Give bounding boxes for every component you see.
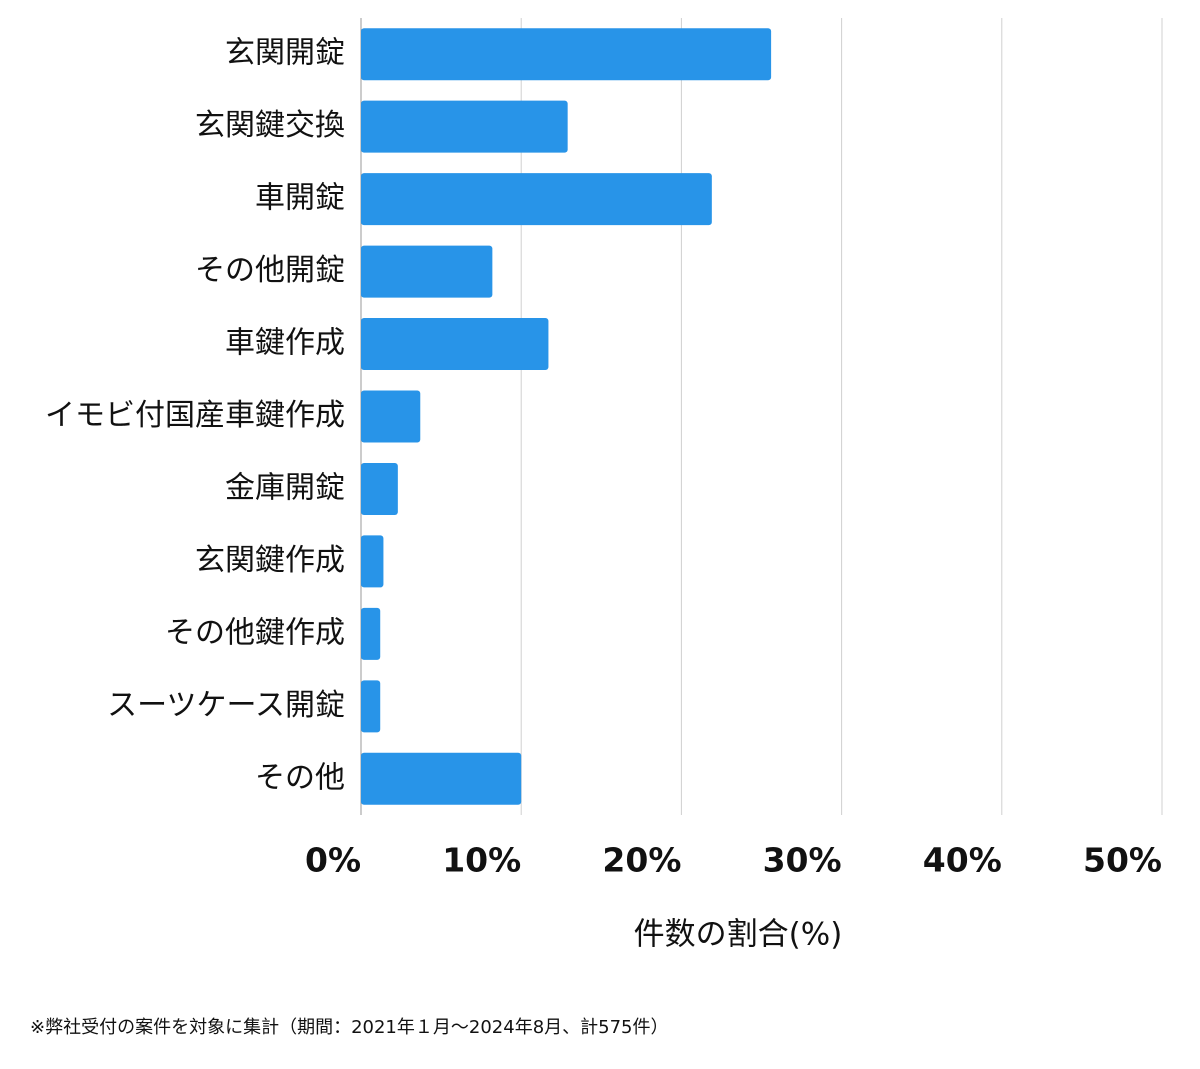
y-tick-label: 玄関鍵交換 bbox=[195, 108, 345, 143]
x-tick-label: 40% bbox=[923, 841, 1002, 880]
y-tick-label: 車鍵作成 bbox=[225, 326, 345, 361]
footnote: ※弊社受付の案件を対象に集計（期間：2021年１月〜2024年8月、計575件） bbox=[30, 1017, 669, 1038]
bar bbox=[361, 752, 522, 805]
y-tick-label: 玄関開錠 bbox=[225, 36, 345, 71]
bar bbox=[361, 28, 772, 81]
x-tick-label: 50% bbox=[1083, 841, 1162, 880]
x-tick-label: 20% bbox=[602, 841, 681, 880]
y-tick-label: 車開錠 bbox=[255, 181, 345, 216]
bar bbox=[361, 318, 549, 371]
x-tick-label: 0% bbox=[305, 841, 361, 880]
x-tick-label: 30% bbox=[763, 841, 842, 880]
x-tick-label: 10% bbox=[442, 841, 521, 880]
x-axis-label: 件数の割合(%) bbox=[634, 917, 843, 953]
y-tick-label: その他開錠 bbox=[195, 253, 345, 288]
bar bbox=[361, 100, 568, 153]
bar bbox=[361, 535, 384, 588]
bar bbox=[361, 462, 398, 515]
bar bbox=[361, 390, 421, 443]
bar bbox=[361, 607, 381, 660]
bar bbox=[361, 173, 712, 226]
y-tick-label: その他鍵作成 bbox=[165, 615, 345, 650]
y-tick-label: 金庫開錠 bbox=[225, 470, 345, 505]
y-tick-label: スーツケース開錠 bbox=[107, 688, 345, 723]
y-tick-label: イモビ付国産車鍵作成 bbox=[45, 398, 345, 433]
y-tick-label: 玄関鍵作成 bbox=[195, 543, 345, 578]
y-tick-label: その他 bbox=[255, 760, 345, 795]
bar bbox=[361, 680, 381, 733]
bar bbox=[361, 245, 493, 298]
